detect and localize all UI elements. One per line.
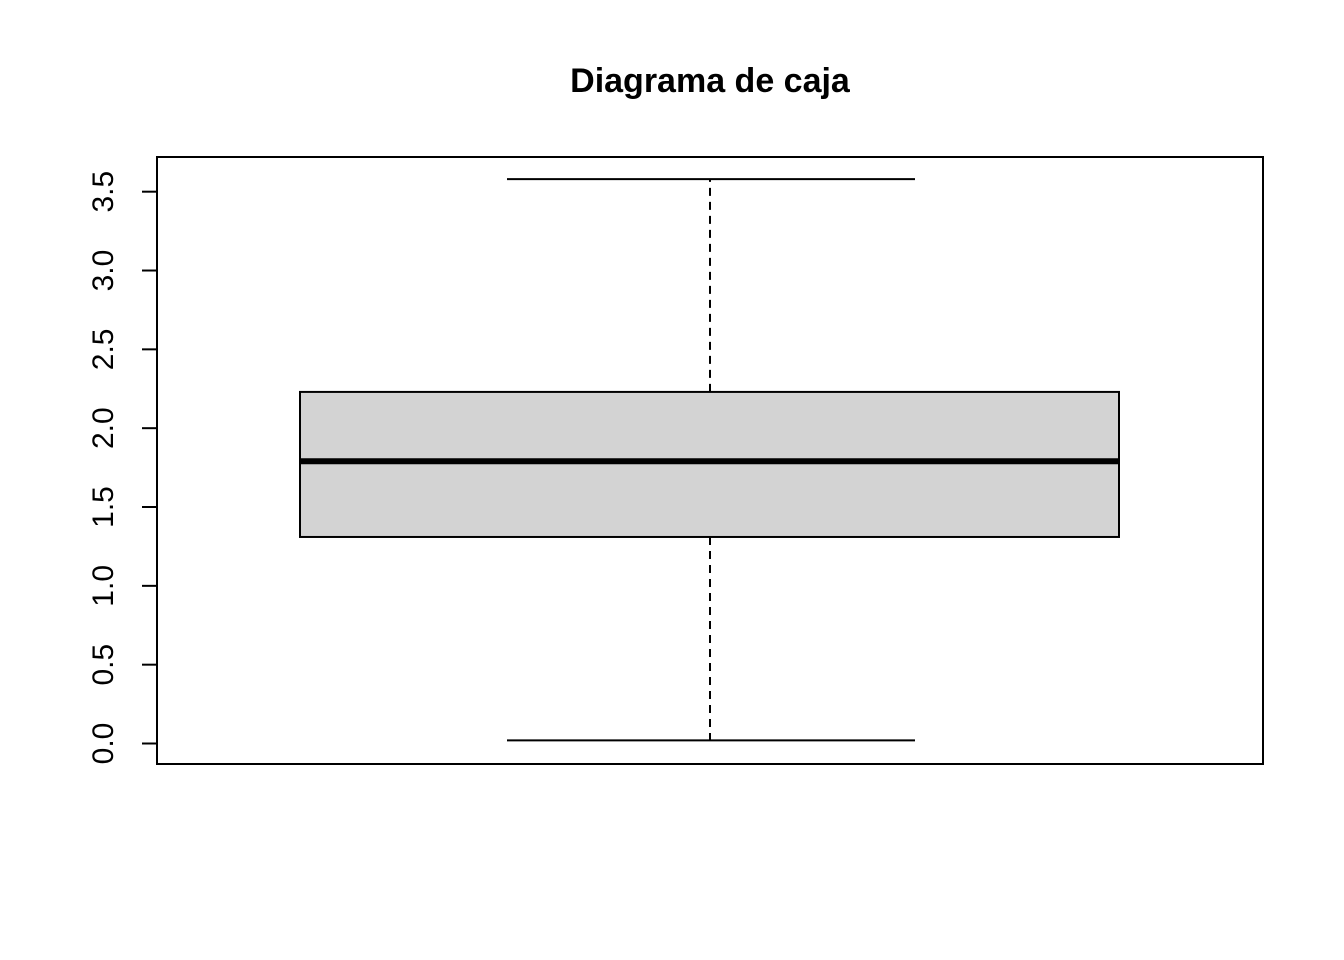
y-tick-label: 2.0: [87, 407, 120, 449]
y-tick-label: 3.0: [87, 250, 120, 292]
y-tick-label: 1.0: [87, 565, 120, 607]
y-tick-label: 0.5: [87, 644, 120, 686]
y-tick-label: 3.5: [87, 171, 120, 213]
y-tick-label: 2.5: [87, 328, 120, 370]
chart-title: Diagrama de caja: [570, 62, 851, 100]
y-tick-label: 1.5: [87, 486, 120, 528]
plot-area: 0.0 0.5 1.0 1.5 2.0 2.5 3.0 3.5: [87, 156, 1264, 765]
y-tick-label: 0.0: [87, 723, 120, 765]
box-iqr: [299, 390, 1120, 538]
